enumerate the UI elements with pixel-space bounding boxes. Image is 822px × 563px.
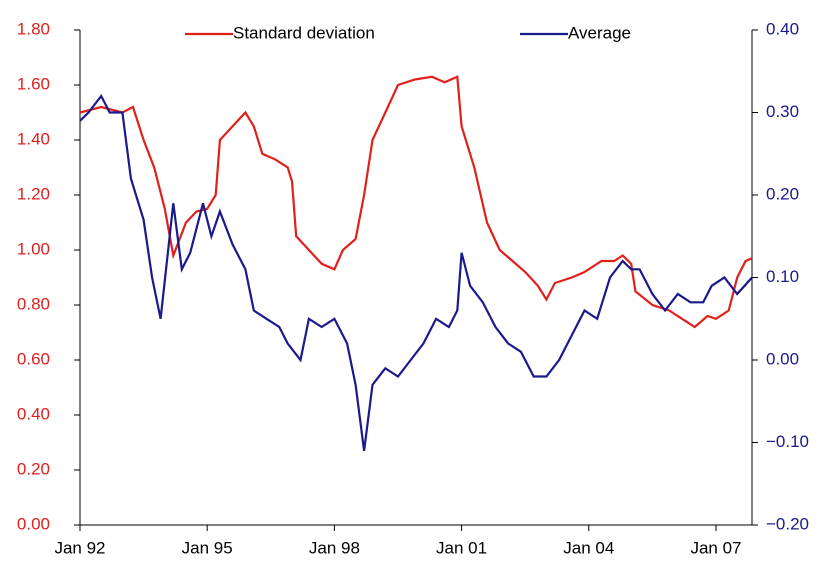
x-tick-label: Jan 95 [182, 538, 233, 557]
legend-label: Average [568, 23, 631, 42]
y-tick-label: 1.40 [17, 129, 50, 148]
y2-tick-label: 0.20 [766, 184, 799, 203]
y-tick-label: 0.20 [17, 459, 50, 478]
x-tick-label: Jan 04 [563, 538, 614, 557]
y-tick-label: 1.60 [17, 74, 50, 93]
y-tick-label: 1.00 [17, 239, 50, 258]
line-series [79, 93, 753, 451]
y-tick-label: 0.60 [17, 349, 50, 368]
y2-tick-label: 0.40 [766, 19, 799, 38]
x-tick-label: Jan 01 [436, 538, 487, 557]
x-tick-label: Jan 98 [309, 538, 360, 557]
y2-tick-label: 0.30 [766, 102, 799, 121]
x-tick-label: Jan 07 [690, 538, 741, 557]
legend-label: Standard deviation [233, 23, 375, 42]
y2-tick-label: 0.10 [766, 267, 799, 286]
y-tick-label: 0.80 [17, 294, 50, 313]
x-tick-label: Jan 92 [54, 538, 105, 557]
y2-tick-label: −0.10 [766, 432, 809, 451]
y-tick-label: 0.40 [17, 404, 50, 423]
y-tick-label: 1.20 [17, 184, 50, 203]
y-tick-label: 1.80 [17, 19, 50, 38]
y2-tick-label: −0.20 [766, 514, 809, 533]
y2-tick-label: 0.00 [766, 349, 799, 368]
y-tick-label: 0.00 [17, 514, 50, 533]
